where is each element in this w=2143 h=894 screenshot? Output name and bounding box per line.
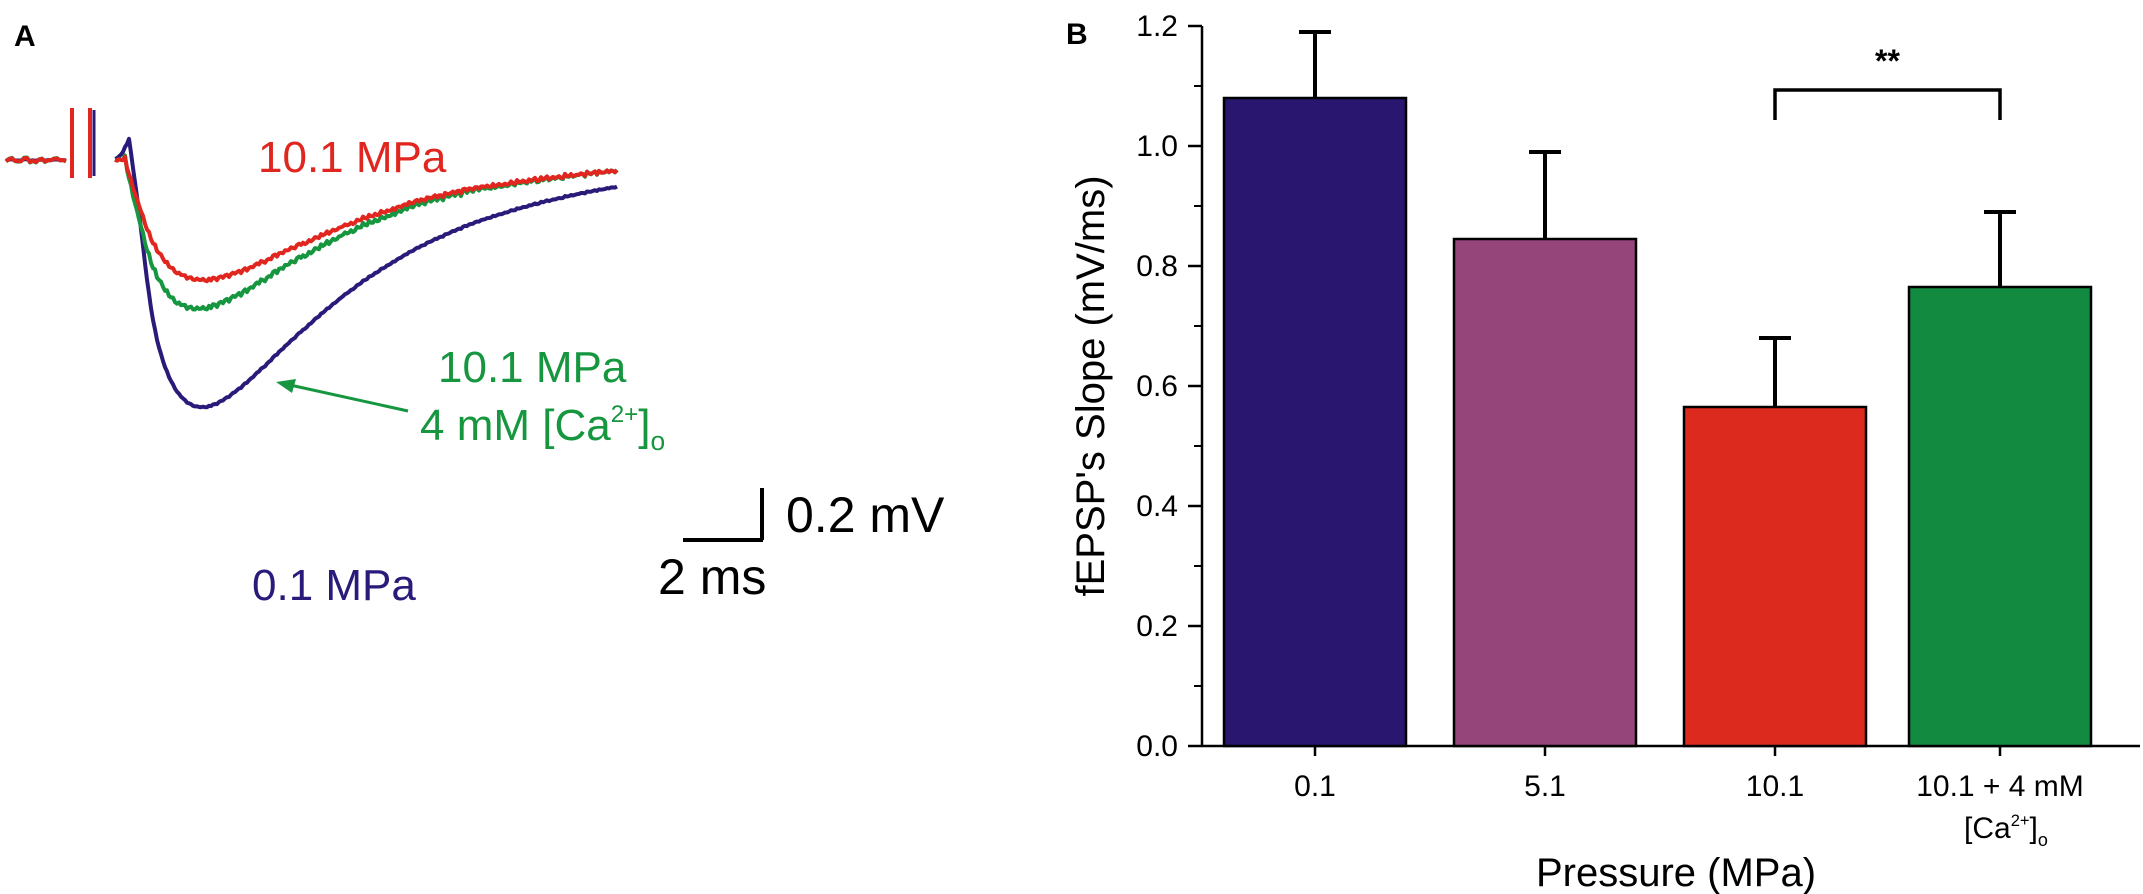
y-tick-label: 0.4 (1136, 490, 1178, 523)
x-tick-labels: 0.1 5.1 10.1 10.1 + 4 mM [Ca2+]o (1294, 746, 2084, 850)
y-tick-label: 1.0 (1136, 130, 1178, 163)
bar-0 (1222, 96, 1408, 748)
x-axis-title: Pressure (MPa) (1536, 851, 1816, 894)
x-tick-label-1: 5.1 (1524, 770, 1566, 803)
stimulus-artifact (70, 108, 96, 178)
arrow-to-trace (276, 379, 409, 413)
panel-a-label: A (14, 20, 36, 53)
bar-2 (1682, 405, 1868, 748)
trace-10-1-mpa (4, 154, 619, 284)
error-bars (1299, 30, 2016, 407)
label-ca-line1: 10.1 MPa (438, 343, 627, 392)
panel-b: B 0.0 0.2 0.4 0.6 0.8 1.0 1.2 0.1 5.1 10.1 10.1 +… (1066, 10, 2140, 894)
x-tick-label-3: 10.1 + 4 mM (1916, 770, 2084, 803)
label-0-1-mpa: 0.1 MPa (252, 561, 416, 610)
y-ticks: 0.0 0.2 0.4 0.6 0.8 1.0 1.2 (1136, 10, 1202, 763)
y-tick-label: 0.6 (1136, 370, 1178, 403)
scale-bar: 0.2 mV 2 ms (658, 487, 945, 605)
scale-voltage-label: 0.2 mV (786, 487, 945, 543)
significance-line (1773, 88, 2002, 120)
x-tick-label-3-line2: [Ca2+]o (1964, 812, 2048, 850)
y-axis-title: fEPSP's Slope (mV/ms) (1069, 175, 1113, 596)
scale-time-label: 2 ms (658, 549, 766, 605)
panel-b-label: B (1066, 18, 1088, 51)
y-tick-label: 0.2 (1136, 610, 1178, 643)
y-tick-label: 0.0 (1136, 730, 1178, 763)
significance-bracket: ** (1773, 43, 2002, 120)
label-ca-line2: 4 mM [Ca2+]o (420, 401, 665, 456)
y-tick-label: 0.8 (1136, 250, 1178, 283)
bar-3 (1907, 285, 2093, 748)
bar-1 (1452, 237, 1638, 748)
x-tick-label-0: 0.1 (1294, 770, 1336, 803)
significance-stars: ** (1875, 43, 1900, 79)
bars (1222, 96, 2093, 748)
label-10-1-mpa: 10.1 MPa (258, 133, 447, 182)
x-tick-label-2: 10.1 (1746, 770, 1804, 803)
panel-a: A 10.1 MPa 10.1 MPa 4 mM [Ca2+]o 0.1 MPa… (4, 20, 945, 610)
y-tick-label: 1.2 (1136, 10, 1178, 43)
